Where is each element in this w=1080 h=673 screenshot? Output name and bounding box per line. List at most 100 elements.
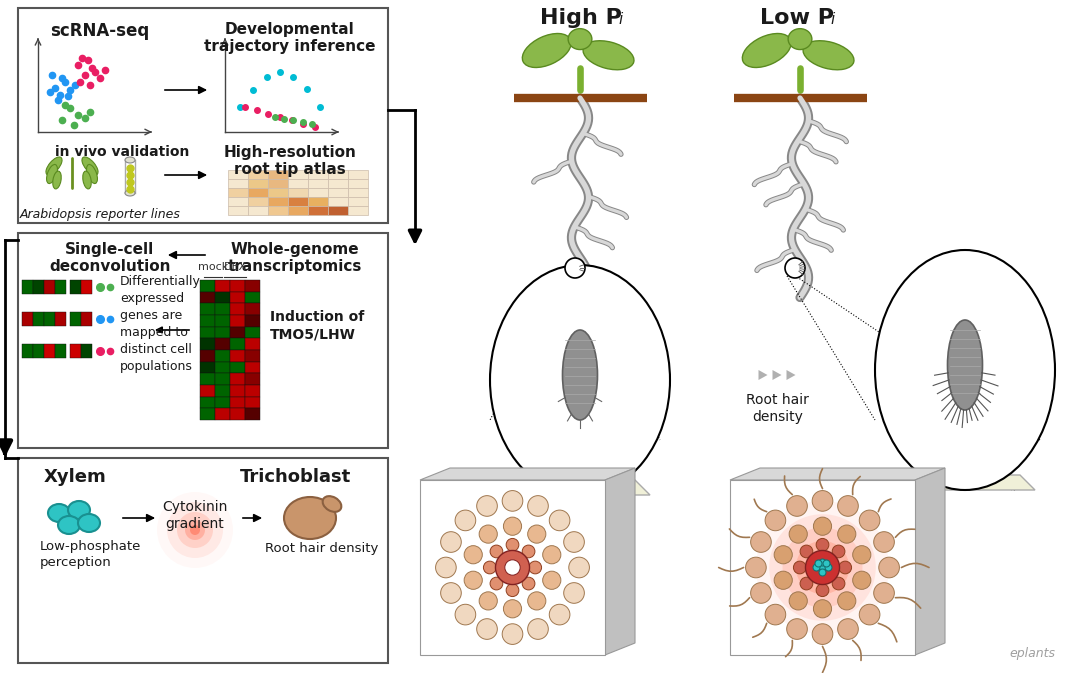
Bar bbox=[55, 280, 66, 294]
Circle shape bbox=[853, 546, 870, 564]
Bar bbox=[44, 280, 55, 294]
Bar bbox=[288, 206, 308, 215]
Circle shape bbox=[177, 512, 213, 548]
Ellipse shape bbox=[78, 514, 100, 532]
Bar bbox=[22, 344, 33, 358]
Bar bbox=[200, 291, 215, 304]
Text: Low P: Low P bbox=[760, 8, 834, 28]
Circle shape bbox=[879, 557, 900, 578]
Bar bbox=[268, 188, 288, 197]
Polygon shape bbox=[910, 475, 1035, 490]
Bar bbox=[245, 350, 260, 361]
Circle shape bbox=[528, 592, 545, 610]
Ellipse shape bbox=[125, 190, 135, 196]
Ellipse shape bbox=[48, 504, 70, 522]
Text: Cytokinin
gradient: Cytokinin gradient bbox=[162, 500, 228, 531]
Circle shape bbox=[823, 560, 831, 567]
Circle shape bbox=[542, 571, 561, 590]
Circle shape bbox=[785, 258, 805, 278]
Circle shape bbox=[800, 577, 813, 590]
Circle shape bbox=[528, 495, 549, 516]
Circle shape bbox=[769, 514, 876, 621]
Ellipse shape bbox=[947, 320, 983, 410]
Circle shape bbox=[480, 525, 497, 543]
Bar bbox=[348, 170, 368, 179]
Bar bbox=[308, 197, 328, 206]
Bar bbox=[230, 339, 245, 350]
Circle shape bbox=[542, 546, 561, 564]
Ellipse shape bbox=[490, 265, 670, 495]
Bar bbox=[288, 188, 308, 197]
Bar bbox=[81, 280, 92, 294]
Polygon shape bbox=[786, 370, 796, 380]
Circle shape bbox=[441, 532, 461, 553]
Ellipse shape bbox=[58, 516, 80, 534]
Circle shape bbox=[185, 520, 205, 540]
Circle shape bbox=[480, 592, 497, 610]
Ellipse shape bbox=[568, 29, 592, 50]
Circle shape bbox=[550, 604, 570, 625]
Ellipse shape bbox=[788, 29, 812, 50]
Bar bbox=[245, 385, 260, 396]
Bar bbox=[215, 350, 230, 361]
Bar bbox=[200, 315, 215, 326]
Bar bbox=[70, 312, 81, 326]
Circle shape bbox=[800, 545, 813, 558]
Text: High P: High P bbox=[540, 8, 622, 28]
Circle shape bbox=[476, 495, 497, 516]
Polygon shape bbox=[420, 480, 605, 655]
Ellipse shape bbox=[46, 157, 62, 175]
Circle shape bbox=[564, 583, 584, 603]
Circle shape bbox=[523, 577, 535, 590]
Bar bbox=[215, 409, 230, 420]
Circle shape bbox=[789, 525, 808, 543]
Bar bbox=[328, 179, 348, 188]
Bar bbox=[248, 206, 268, 215]
Bar bbox=[200, 339, 215, 350]
Bar bbox=[245, 291, 260, 304]
Bar bbox=[245, 409, 260, 420]
Polygon shape bbox=[525, 480, 650, 495]
Ellipse shape bbox=[53, 171, 62, 189]
Text: Developmental
trajectory inference: Developmental trajectory inference bbox=[204, 22, 376, 55]
Text: in vivo validation: in vivo validation bbox=[55, 145, 189, 159]
Text: scRNA-seq: scRNA-seq bbox=[51, 22, 150, 40]
Circle shape bbox=[564, 532, 584, 553]
Polygon shape bbox=[772, 370, 782, 380]
Polygon shape bbox=[420, 468, 635, 480]
Bar bbox=[308, 179, 328, 188]
Text: Single-cell
deconvolution: Single-cell deconvolution bbox=[50, 242, 171, 275]
Circle shape bbox=[833, 545, 845, 558]
Circle shape bbox=[529, 561, 541, 574]
Circle shape bbox=[819, 564, 826, 571]
Bar bbox=[230, 374, 245, 385]
Circle shape bbox=[774, 546, 793, 564]
Bar bbox=[248, 179, 268, 188]
Ellipse shape bbox=[86, 164, 97, 184]
Circle shape bbox=[476, 618, 497, 639]
Circle shape bbox=[167, 502, 222, 558]
Bar bbox=[200, 409, 215, 420]
Bar bbox=[44, 312, 55, 326]
Bar bbox=[328, 206, 348, 215]
Bar bbox=[248, 197, 268, 206]
Ellipse shape bbox=[523, 34, 571, 67]
Circle shape bbox=[569, 557, 590, 578]
Bar bbox=[215, 304, 230, 315]
Circle shape bbox=[874, 532, 894, 553]
Circle shape bbox=[441, 583, 461, 603]
Bar bbox=[215, 280, 230, 291]
Bar bbox=[328, 170, 348, 179]
Bar bbox=[245, 315, 260, 326]
Bar bbox=[215, 339, 230, 350]
Ellipse shape bbox=[284, 497, 336, 539]
Circle shape bbox=[796, 541, 849, 594]
Bar bbox=[308, 188, 328, 197]
Bar bbox=[18, 8, 388, 223]
Ellipse shape bbox=[82, 157, 98, 175]
Bar bbox=[288, 197, 308, 206]
Bar bbox=[200, 396, 215, 409]
Circle shape bbox=[756, 501, 889, 634]
Circle shape bbox=[523, 545, 535, 558]
Bar bbox=[230, 350, 245, 361]
